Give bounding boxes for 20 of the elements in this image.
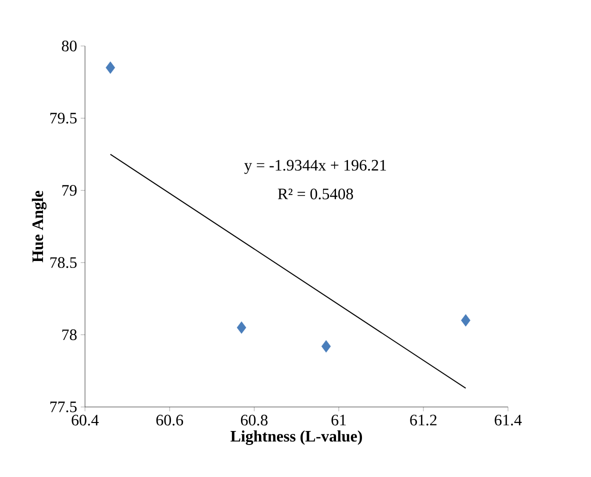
y-tick-label: 79.5	[50, 112, 77, 124]
x-tick-label: 60.4	[72, 414, 99, 426]
y-tick-label: 78	[62, 329, 77, 340]
point	[461, 314, 470, 327]
x-tick-label: 60.8	[240, 414, 268, 426]
x-tick-label: 61.4	[494, 414, 522, 426]
y-tick-label: 79	[62, 185, 77, 196]
annotation: R² = 0.5408	[278, 188, 354, 200]
y-tick-label: 78.5	[50, 257, 77, 268]
y-tick-label: 77.5	[50, 402, 77, 412]
annotation: y = -1.9344x + 196.21	[244, 160, 386, 174]
point	[106, 61, 116, 74]
point	[321, 340, 331, 353]
point	[236, 321, 246, 334]
x-tick-label: 61	[332, 414, 346, 426]
y-axis-title: Hue Angle	[32, 190, 46, 262]
x-tick-label: 61.2	[410, 414, 436, 426]
x-tick-label: 60.6	[156, 414, 184, 426]
y-tick-label: 80	[62, 40, 77, 52]
x-axis-title: Lightness (L-value)	[230, 430, 362, 446]
